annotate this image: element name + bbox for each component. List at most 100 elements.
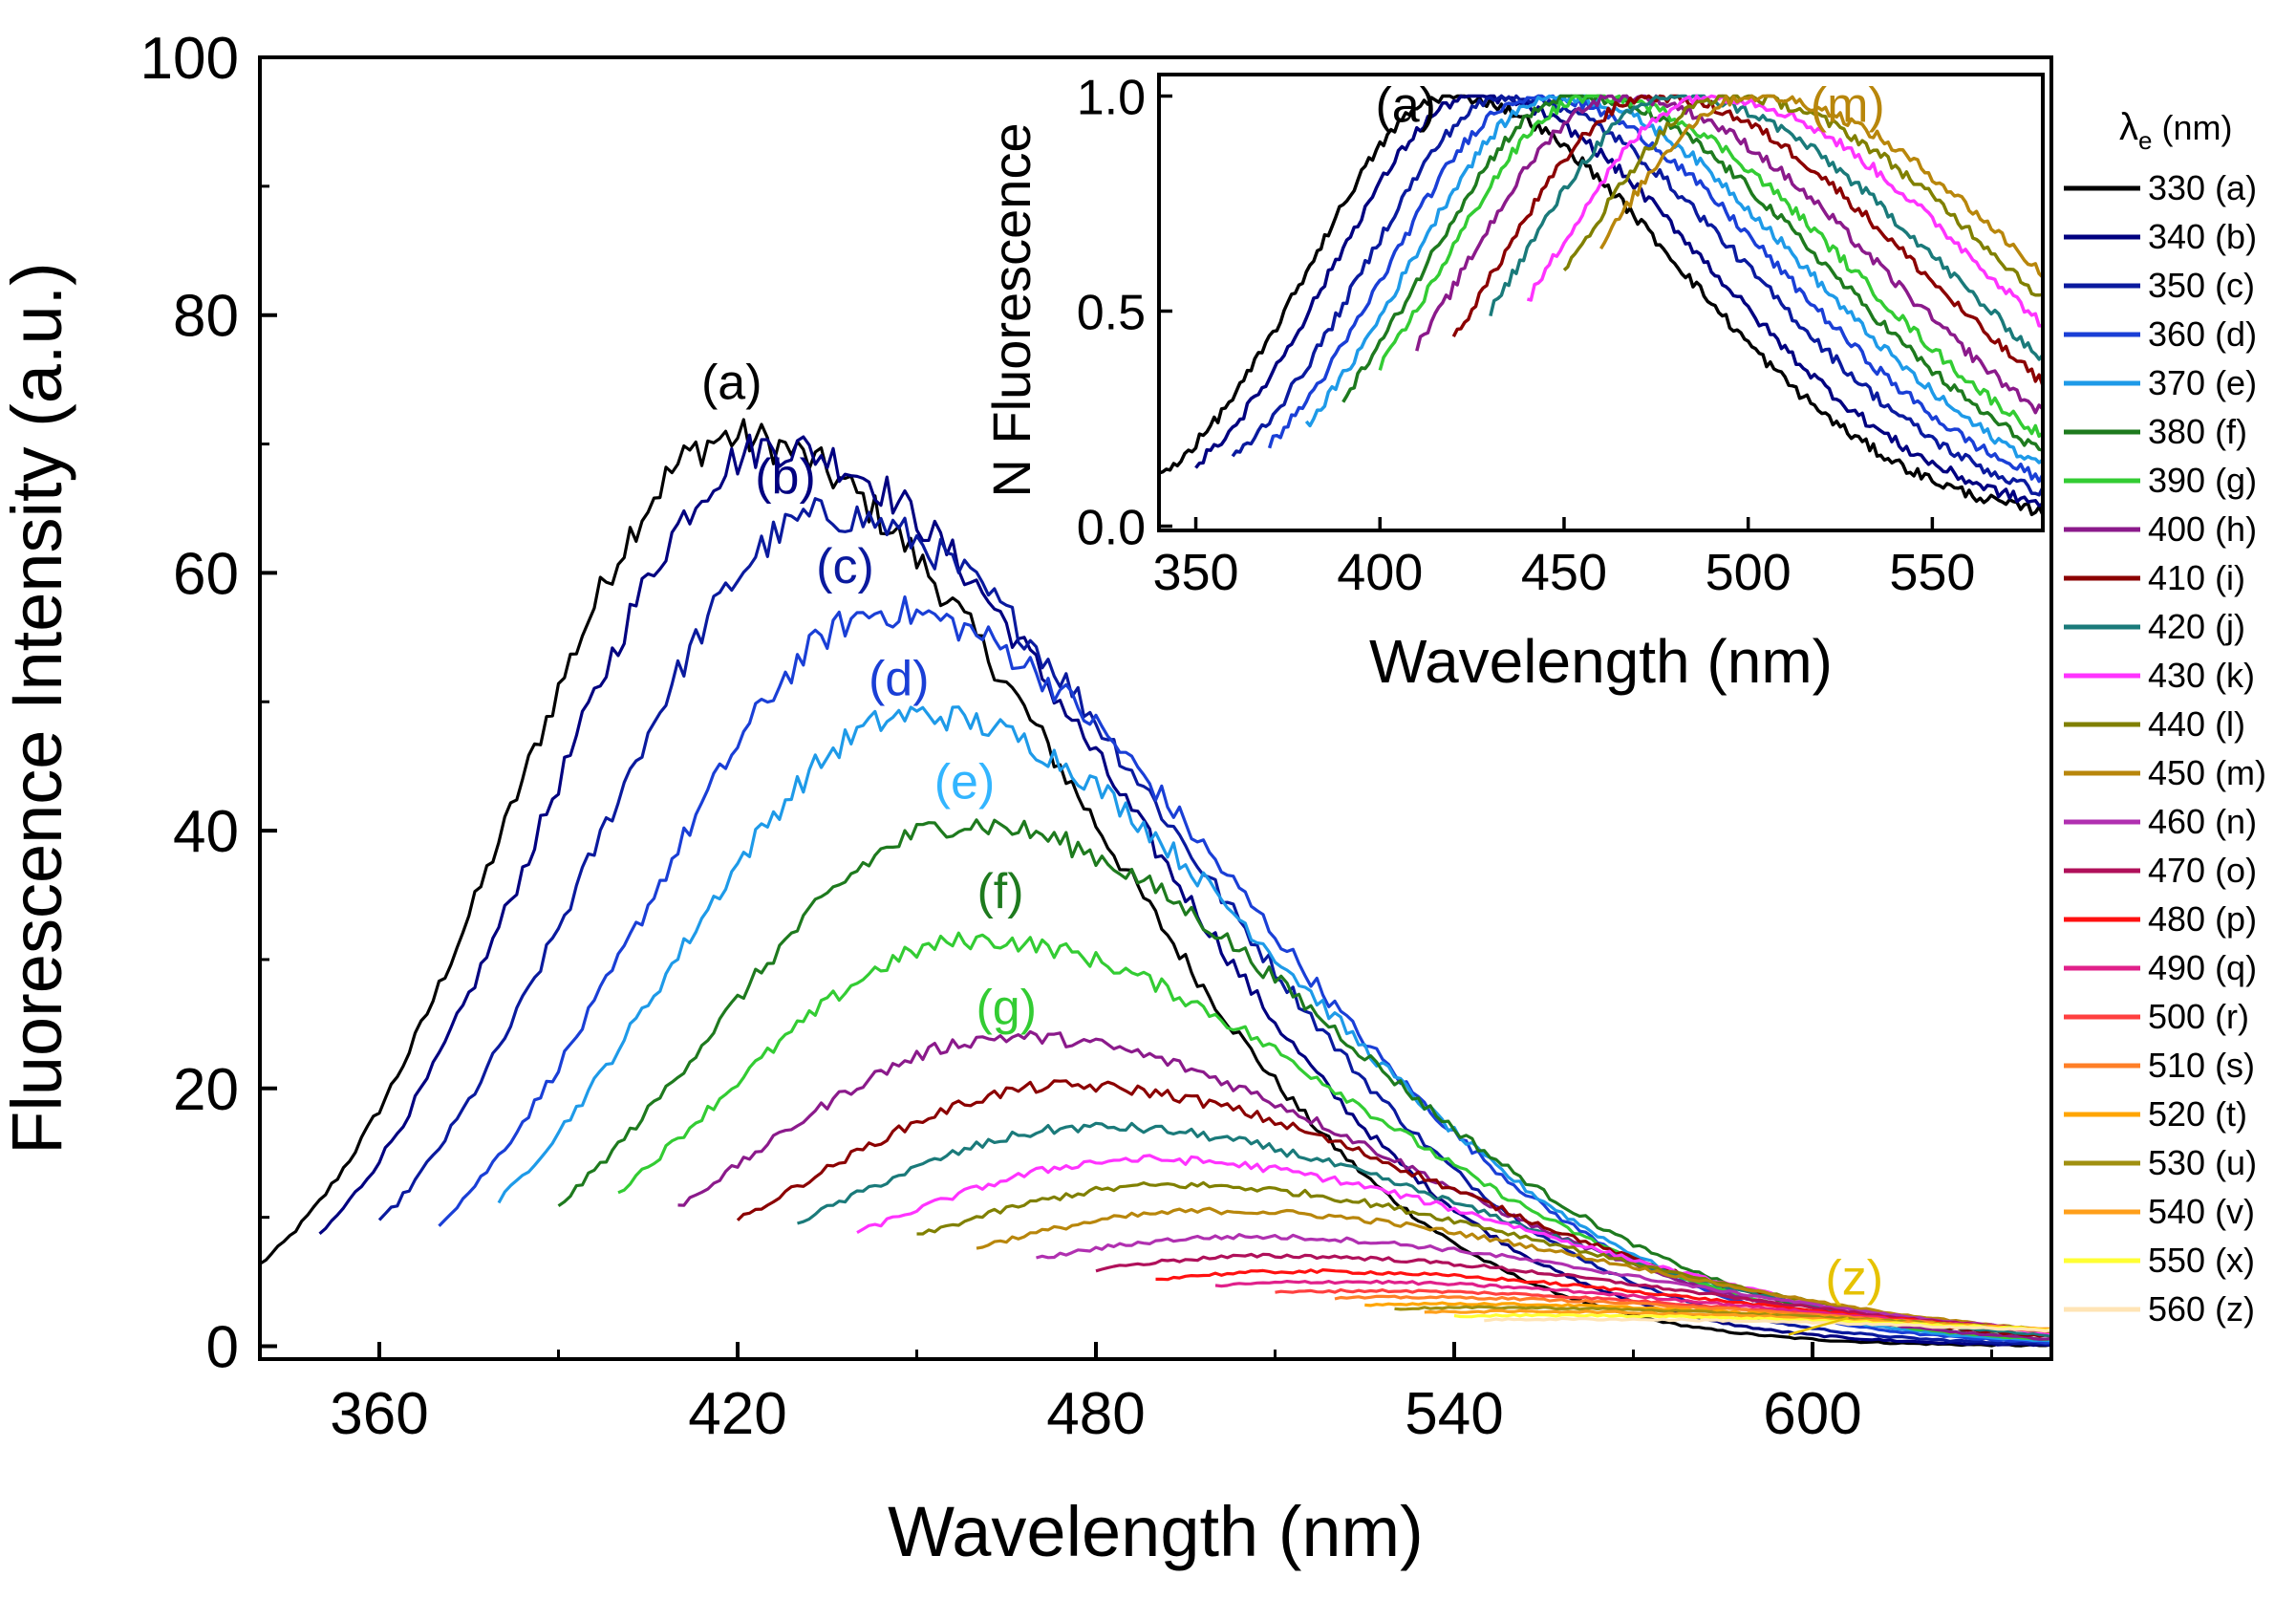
inset-series-line [1231, 94, 2045, 497]
legend-item: 380 (f) [2064, 412, 2247, 451]
legend-label: 490 (q) [2148, 948, 2257, 987]
legend-item: 560 (z) [2064, 1289, 2255, 1329]
legend-item: 370 (e) [2064, 363, 2257, 402]
legend-label: 410 (i) [2148, 558, 2245, 597]
main-y-tick-label: 20 [173, 1057, 239, 1123]
z-annotation-pointer [1788, 1316, 1849, 1336]
main-y-tick-label: 100 [140, 26, 239, 92]
main-curve-annotation: (a) [701, 355, 762, 410]
legend-item: 490 (q) [2064, 948, 2257, 987]
inset-curves [1158, 94, 2045, 517]
main-curve-annotation: (e) [934, 754, 996, 810]
legend-item: 330 (a) [2064, 168, 2257, 207]
legend-label: 560 (z) [2148, 1289, 2255, 1329]
main-y-tick-label: 80 [173, 284, 239, 350]
inset-series-line [1194, 94, 2044, 508]
main-series-line [259, 418, 2052, 1348]
legend-label: 430 (k) [2148, 656, 2255, 695]
legend-item: 510 (s) [2064, 1046, 2255, 1085]
main-x-axis-label: Wavelength (nm) [888, 1492, 1424, 1571]
legend-item: 450 (m) [2064, 753, 2266, 792]
inset-x-tick-label: 350 [1152, 544, 1238, 601]
legend-label: 530 (u) [2148, 1143, 2257, 1182]
main-curve-annotation: (f) [976, 864, 1023, 919]
legend-label: 400 (h) [2148, 509, 2257, 549]
inset-x-tick-label: 450 [1521, 544, 1607, 601]
legend-label: 450 (m) [2148, 753, 2266, 792]
legend-label: 550 (x) [2148, 1241, 2255, 1280]
main-curves [259, 418, 2052, 1348]
legend-item: 530 (u) [2064, 1143, 2257, 1182]
legend-item: 480 (p) [2064, 899, 2257, 939]
legend-label: 340 (b) [2148, 217, 2257, 256]
inset-curve-annotation: (a) [1375, 78, 1436, 134]
inset-x-axis-label: Wavelength (nm) [1369, 627, 1833, 696]
legend-item: 540 (v) [2064, 1192, 2255, 1231]
main-y-tick-label: 0 [206, 1315, 239, 1381]
inset-series-line [1526, 94, 2044, 328]
legend-item: 430 (k) [2064, 656, 2255, 695]
legend-label: 330 (a) [2148, 168, 2257, 207]
inset-series-line [1378, 94, 2045, 439]
main-x-tick-label: 360 [330, 1381, 428, 1447]
legend-label: 520 (t) [2148, 1094, 2247, 1134]
inset-x-tick-label: 500 [1706, 544, 1792, 601]
legend-label: 480 (p) [2148, 899, 2257, 939]
main-y-axis-label: Fluorescence Intensity (a.u.) [0, 262, 76, 1155]
inset-y-tick-label: 0.5 [1077, 286, 1146, 341]
legend-label: 370 (e) [2148, 363, 2257, 402]
legend-item: 500 (r) [2064, 997, 2249, 1036]
main-series-line [1484, 1316, 2052, 1333]
legend-item: 470 (o) [2064, 851, 2257, 890]
main-plot-frame [258, 55, 2053, 1361]
main-series-line [1095, 1252, 2052, 1332]
inset-plot: 350 400 450 500 550 0.0 0.5 1.0 Wavelength (nm) N… [981, 71, 2045, 696]
legend-label: 540 (v) [2148, 1192, 2255, 1231]
main-x-tick-label: 420 [688, 1381, 786, 1447]
legend-label: 350 (c) [2148, 266, 2255, 305]
legend-item: 460 (n) [2064, 802, 2257, 841]
legend-label: 380 (f) [2148, 412, 2247, 451]
main-series-line [976, 1206, 2052, 1332]
legend-item: 420 (j) [2064, 607, 2245, 646]
inset-series-line [1599, 94, 2045, 279]
inset-series-line [1267, 94, 2045, 484]
main-plot: 360 420 480 540 600 0 20 40 60 80 100 Wavelength (n… [0, 26, 2053, 1571]
main-x-tick-label: 600 [1763, 1381, 1861, 1447]
main-y-tick-label: 40 [173, 799, 239, 865]
inset-x-tick-label: 400 [1337, 544, 1423, 601]
legend-label: 470 (o) [2148, 851, 2257, 890]
legend-item: 550 (x) [2064, 1241, 2255, 1280]
legend-title: λe (nm) [2119, 106, 2232, 155]
inset-series-line [1489, 94, 2045, 361]
inset-series-line [1562, 94, 2044, 297]
main-curve-annotation: (b) [755, 449, 816, 505]
main-curve-annotation: (z) [1825, 1251, 1883, 1307]
legend-item: 340 (b) [2064, 217, 2257, 256]
inset-plot-frame [1157, 73, 2045, 532]
legend-label: 360 (d) [2148, 314, 2257, 354]
inset-curve-annotation: (m) [1811, 78, 1885, 134]
legend-item: 520 (t) [2064, 1094, 2247, 1134]
legend-label: 440 (l) [2148, 704, 2245, 744]
legend-item: 390 (g) [2064, 461, 2257, 500]
legend-label: 420 (j) [2148, 607, 2245, 646]
inset-series-line [1415, 94, 2045, 415]
legend: λe (nm) 330 (a) 340 (b) 350 (c) 360 (d) 370 (… [2064, 106, 2266, 1329]
main-curve-annotation: (d) [869, 652, 930, 707]
legend-label: 460 (n) [2148, 802, 2257, 841]
legend-item: 400 (h) [2064, 509, 2257, 549]
main-y-tick-label: 60 [173, 541, 239, 607]
inset-y-tick-label: 0.0 [1077, 501, 1146, 556]
inset-x-tick-label: 550 [1889, 544, 1975, 601]
inset-y-tick-label: 1.0 [1077, 71, 1146, 126]
legend-item: 440 (l) [2064, 704, 2245, 744]
legend-label: 390 (g) [2148, 461, 2257, 500]
main-x-tick-label: 480 [1046, 1381, 1145, 1447]
main-series-line [1036, 1232, 2052, 1332]
legend-item: 360 (d) [2064, 314, 2257, 354]
legend-item: 350 (c) [2064, 266, 2255, 305]
inset-series-line [1451, 94, 2045, 386]
